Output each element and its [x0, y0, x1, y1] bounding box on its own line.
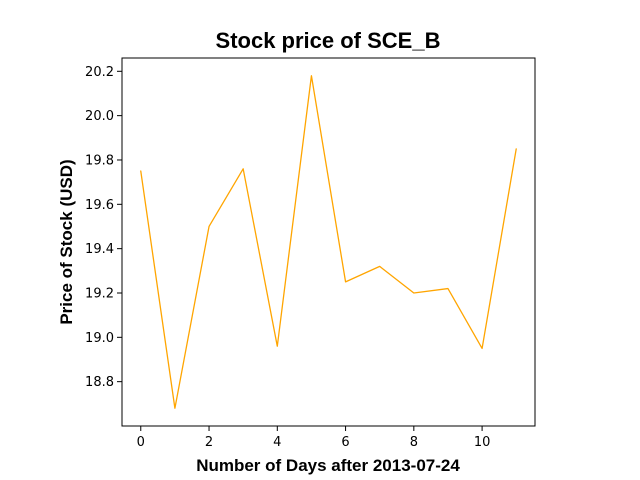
- y-tick-label: 20.0: [85, 109, 114, 124]
- x-axis-label: Number of Days after 2013-07-24: [196, 456, 460, 475]
- series-line: [140, 75, 517, 409]
- x-tick-label: 0: [137, 435, 145, 450]
- x-axis: 0 2 4 6 8 10: [137, 426, 491, 450]
- x-tick-label: 10: [474, 435, 491, 450]
- y-axis-label: Price of Stock (USD): [57, 159, 76, 324]
- series-layer: [140, 75, 517, 409]
- y-tick-label: 18.8: [85, 375, 114, 390]
- x-tick-label: 2: [205, 435, 213, 450]
- y-tick-label: 19.8: [85, 153, 114, 168]
- y-tick-label: 19.6: [85, 198, 114, 213]
- chart-title: Stock price of SCE_B: [216, 28, 441, 53]
- plot-area: [121, 57, 536, 427]
- y-tick-label: 19.2: [85, 286, 114, 301]
- y-tick-label: 19.4: [85, 242, 114, 257]
- y-axis: 18.8 19.0 19.2 19.4 19.6 19.8 20.0 20.2: [85, 65, 122, 390]
- y-tick-label: 19.0: [85, 331, 114, 346]
- x-tick-label: 6: [341, 435, 349, 450]
- x-tick-label: 4: [273, 435, 281, 450]
- x-tick-label: 8: [410, 435, 418, 450]
- y-tick-label: 20.2: [85, 65, 114, 80]
